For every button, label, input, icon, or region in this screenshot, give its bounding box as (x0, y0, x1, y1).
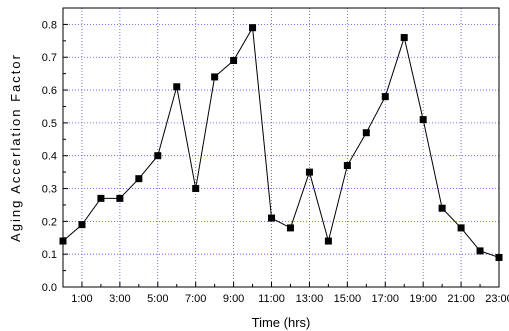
data-point (97, 194, 105, 202)
data-point (419, 116, 427, 124)
data-point (249, 24, 257, 32)
data-point (173, 83, 181, 91)
x-tick-label: 13:00 (296, 293, 324, 305)
data-point (78, 221, 86, 229)
data-point (268, 214, 276, 222)
y-tick-label: 0.4 (42, 151, 57, 163)
x-tick-label: 9:00 (223, 293, 244, 305)
data-point (457, 224, 465, 232)
data-point (381, 93, 389, 101)
data-point (400, 34, 408, 42)
x-tick-label: 1:00 (71, 293, 92, 305)
x-tick-label: 15:00 (334, 293, 362, 305)
x-tick-label: 17:00 (371, 293, 399, 305)
data-point (362, 129, 370, 137)
data-point (230, 57, 238, 65)
y-tick-label: 0.1 (42, 249, 57, 261)
data-point (324, 237, 332, 245)
x-tick-label: 7:00 (185, 293, 206, 305)
data-point (211, 73, 219, 81)
data-point (154, 152, 162, 160)
grid-layer (63, 8, 500, 287)
y-tick-label: 0.2 (42, 216, 57, 228)
y-tick-label: 0.8 (42, 19, 57, 31)
data-point (495, 253, 503, 261)
y-tick-label: 0.3 (42, 184, 57, 196)
data-point (192, 185, 200, 193)
data-point (116, 194, 124, 202)
x-tick-label: 5:00 (147, 293, 168, 305)
data-point (135, 175, 143, 183)
data-point (286, 224, 294, 232)
data-point (59, 237, 67, 245)
y-axis-title: Aging Accerlation Factor (8, 53, 23, 242)
axis-ticks (62, 23, 500, 288)
x-tick-label: 11:00 (258, 293, 285, 305)
tick-labels: 1:00 3:00 5:00 7:00 9:00 11:00 13:00 15:00 17:00… (42, 19, 509, 305)
x-tick-label: 21:00 (447, 293, 475, 305)
x-tick-label: 3:00 (109, 293, 130, 305)
plot-frame (62, 7, 500, 288)
y-tick-label: 0.0 (42, 282, 57, 294)
data-point (476, 247, 484, 255)
x-axis-title: Time (hrs) (252, 315, 311, 330)
x-tick-label: 19:00 (409, 293, 437, 305)
markers (59, 24, 503, 261)
y-tick-label: 0.5 (42, 118, 57, 130)
y-tick-label: 0.6 (42, 85, 57, 97)
series-line (62, 26, 500, 258)
y-tick-label: 0.7 (42, 52, 57, 64)
data-point (305, 168, 313, 176)
data-point (438, 204, 446, 212)
x-tick-label: 23:00 (485, 293, 509, 305)
data-point (343, 162, 351, 170)
